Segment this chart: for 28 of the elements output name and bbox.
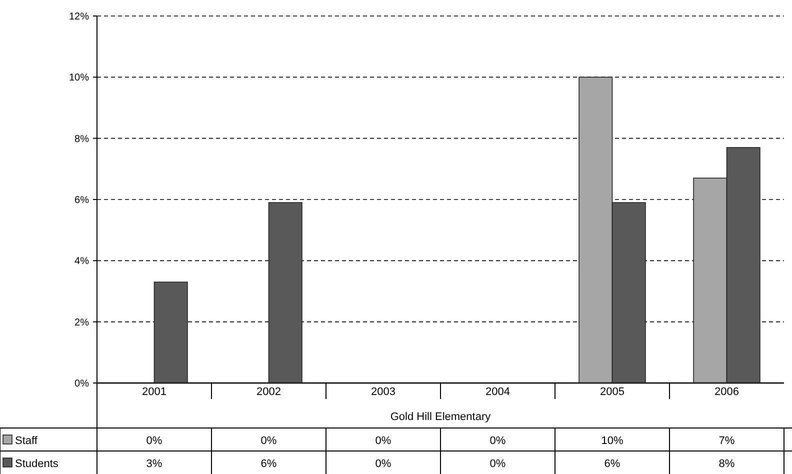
y-tick-label: 6% — [74, 195, 90, 206]
data-label: 3% — [146, 458, 162, 470]
data-label: 0% — [260, 435, 277, 447]
x-axis-title: Gold Hill Elementary — [390, 411, 492, 423]
data-label: 8% — [718, 458, 735, 470]
y-tick-label: 4% — [74, 256, 90, 268]
legend-label: Students — [15, 458, 59, 470]
y-tick-label: 0% — [74, 378, 90, 390]
data-label: 0% — [375, 435, 392, 447]
x-tick-label: 2006 — [714, 386, 739, 398]
data-label: 6% — [604, 458, 620, 470]
legend-label: Staff — [15, 435, 38, 447]
x-tick-label: 2005 — [600, 386, 624, 398]
y-tick-label: 2% — [74, 317, 90, 328]
y-tick-label: 12% — [68, 12, 90, 22]
x-tick-label: 2004 — [486, 386, 510, 398]
data-label: 10% — [601, 435, 624, 447]
x-tick-label: 2002 — [256, 386, 281, 398]
data-label: 0% — [490, 435, 506, 447]
data-label: 6% — [260, 458, 277, 470]
data-label: 7% — [718, 435, 735, 447]
x-tick-label: 2001 — [142, 386, 166, 398]
x-tick-label: 2003 — [371, 386, 396, 398]
data-label: 0% — [375, 458, 392, 470]
data-label: 0% — [490, 458, 506, 470]
data-label: 0% — [146, 435, 162, 447]
y-tick-label: 8% — [74, 134, 90, 145]
y-tick-label: 10% — [68, 72, 90, 84]
